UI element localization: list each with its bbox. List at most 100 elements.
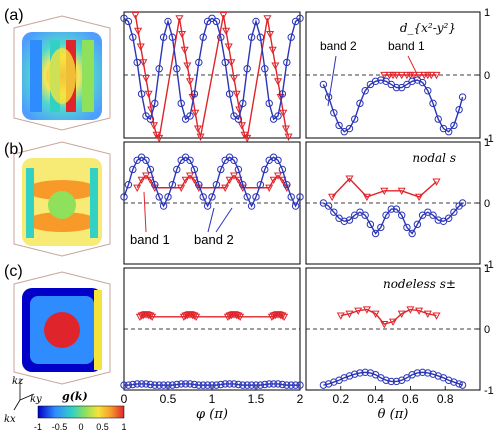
data-point <box>212 17 221 26</box>
x-tick-label: 0.5 <box>160 392 177 406</box>
data-point <box>345 310 354 318</box>
data-point <box>278 165 287 174</box>
panel-title: nodal s <box>412 151 456 165</box>
data-point <box>261 165 269 174</box>
data-point <box>340 374 348 382</box>
colorbar-label: g(k) <box>62 390 88 403</box>
data-point <box>146 115 155 123</box>
annotation-arrow <box>407 55 417 73</box>
colorbar-tick-label: -1 <box>34 422 42 432</box>
data-point <box>137 176 146 185</box>
panel-label-b: (b) <box>4 141 24 158</box>
data-point <box>284 133 293 141</box>
chart-panel-3: band 1 band 2 <box>120 141 304 265</box>
annotation-arrow <box>327 55 337 107</box>
data-point <box>268 46 277 55</box>
data-point <box>190 312 199 320</box>
data-point <box>273 172 283 180</box>
data-point <box>450 378 458 386</box>
data-point <box>133 58 141 67</box>
data-point <box>371 77 380 86</box>
data-point <box>330 208 338 216</box>
x-tick-label: 2 <box>297 392 304 406</box>
data-point <box>193 125 202 133</box>
data-point <box>382 211 390 219</box>
data-point <box>366 369 375 377</box>
data-point <box>225 380 234 388</box>
data-point <box>142 380 150 388</box>
data-point <box>183 62 192 70</box>
data-point <box>397 71 406 80</box>
data-point <box>366 220 375 229</box>
data-point <box>239 181 247 189</box>
data-point <box>278 176 287 185</box>
y-tick-label: -1 <box>484 385 494 397</box>
x-tick-label: 1.5 <box>248 392 265 406</box>
data-point <box>224 43 233 51</box>
data-point <box>168 181 177 189</box>
data-point <box>432 312 441 320</box>
data-point <box>408 77 416 86</box>
data-point <box>239 99 247 108</box>
data-point <box>330 378 338 386</box>
data-point <box>236 313 245 322</box>
data-point <box>269 176 278 185</box>
data-point <box>137 380 146 388</box>
data-point <box>208 381 216 389</box>
data-point <box>362 193 371 202</box>
data-point <box>418 78 427 87</box>
data-point <box>392 83 401 92</box>
chart-panel-1 <box>120 11 304 143</box>
annotation-band-2: band 2 <box>320 39 357 53</box>
data-point <box>151 181 159 189</box>
data-point <box>229 172 239 180</box>
data-point <box>361 211 369 219</box>
data-point <box>296 381 304 389</box>
data-point <box>444 214 453 222</box>
data-point <box>274 156 282 165</box>
data-point <box>144 90 153 99</box>
data-point <box>135 313 144 322</box>
data-point <box>139 59 148 67</box>
x-tick-label: 1 <box>209 392 216 406</box>
data-point <box>186 156 194 165</box>
data-point <box>266 30 275 39</box>
charts-group: 1 0 -1 d_{x²-y²}band 2 band 1 band 1 band 2 1 0 -… <box>120 7 494 422</box>
data-point <box>387 377 395 386</box>
data-point <box>185 172 195 180</box>
data-point <box>225 176 234 185</box>
data-point <box>265 184 274 192</box>
data-point <box>319 381 328 389</box>
data-point <box>413 369 422 377</box>
data-point <box>243 134 252 143</box>
panel-label-a: (a) <box>4 7 24 24</box>
data-point <box>324 380 333 388</box>
data-point <box>155 65 163 73</box>
data-point <box>377 76 385 84</box>
data-point <box>227 311 236 320</box>
data-point <box>243 65 251 73</box>
data-point <box>354 307 363 315</box>
y-tick-label: 1 <box>484 263 490 275</box>
data-point <box>345 216 354 224</box>
data-point <box>387 205 395 213</box>
data-point <box>377 223 385 232</box>
data-point <box>392 377 401 386</box>
fermi-surface-b <box>13 141 111 257</box>
data-point <box>392 205 401 213</box>
data-point <box>439 124 448 133</box>
x-axis-label: θ (π) <box>378 407 409 422</box>
data-point <box>188 311 197 320</box>
data-point <box>199 381 207 389</box>
data-point <box>296 193 304 201</box>
data-point <box>190 176 199 185</box>
data-point <box>222 27 231 36</box>
annotation-arrow <box>143 191 147 233</box>
data-point <box>340 217 348 226</box>
data-point <box>195 58 203 67</box>
data-point <box>274 112 282 120</box>
data-point <box>175 15 184 23</box>
data-point <box>427 71 436 80</box>
data-point <box>148 313 157 322</box>
y-tick-label: -1 <box>484 259 494 271</box>
